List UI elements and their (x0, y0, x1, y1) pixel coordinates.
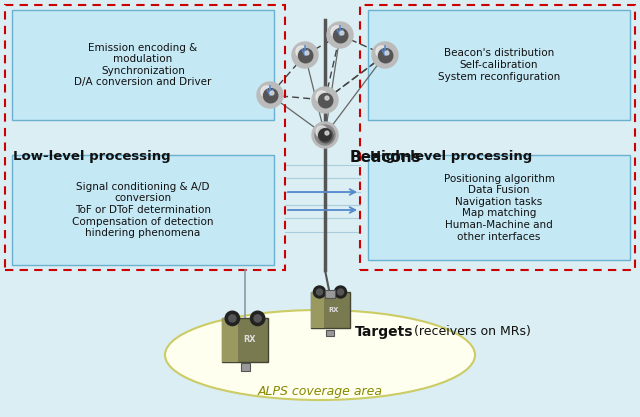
Circle shape (292, 42, 318, 68)
Bar (325, 290, 335, 298)
Circle shape (337, 289, 344, 295)
Text: ALPS coverage area: ALPS coverage area (257, 385, 383, 398)
Text: (receivers on MRs): (receivers on MRs) (410, 325, 531, 338)
Circle shape (261, 86, 273, 98)
Bar (310, 292, 324, 328)
Circle shape (340, 31, 344, 35)
Text: Beacons: Beacons (350, 150, 422, 165)
Circle shape (376, 46, 388, 58)
Circle shape (250, 311, 265, 326)
Bar (326, 329, 333, 336)
Circle shape (327, 22, 353, 48)
Circle shape (225, 311, 239, 326)
Bar (241, 363, 250, 371)
Circle shape (312, 122, 338, 148)
Circle shape (305, 51, 309, 55)
Bar (5, 5, 285, 270)
Circle shape (372, 42, 398, 68)
Bar (310, 292, 349, 328)
Circle shape (316, 126, 328, 138)
Text: Beacon's distribution
Self-calibration
System reconfiguration: Beacon's distribution Self-calibration S… (438, 48, 560, 82)
Circle shape (314, 286, 326, 298)
Circle shape (385, 51, 389, 55)
Circle shape (325, 131, 329, 135)
Circle shape (316, 91, 328, 103)
Circle shape (319, 129, 331, 141)
Text: Targets: Targets (355, 325, 413, 339)
Circle shape (333, 28, 348, 43)
Circle shape (316, 289, 323, 295)
Circle shape (378, 48, 393, 63)
Bar (221, 319, 238, 362)
FancyBboxPatch shape (12, 155, 274, 265)
Circle shape (315, 125, 335, 145)
Ellipse shape (165, 310, 475, 400)
Text: Emission encoding &
modulation
Synchronization
D/A conversion and Driver: Emission encoding & modulation Synchroni… (74, 43, 212, 88)
Text: Low-level processing: Low-level processing (13, 150, 171, 163)
Circle shape (228, 315, 236, 322)
Circle shape (335, 286, 346, 298)
Circle shape (270, 91, 274, 95)
Circle shape (257, 82, 283, 108)
Circle shape (325, 96, 329, 100)
Text: High-level processing: High-level processing (370, 150, 532, 163)
Circle shape (312, 87, 338, 113)
FancyBboxPatch shape (12, 10, 274, 120)
Bar (360, 5, 635, 270)
Circle shape (331, 26, 342, 38)
Text: RX: RX (243, 336, 256, 344)
Circle shape (319, 93, 333, 108)
Text: Positioning algorithm
Data Fusion
Navigation tasks
Map matching
Human-Machine an: Positioning algorithm Data Fusion Naviga… (444, 173, 554, 241)
Circle shape (264, 88, 278, 103)
FancyBboxPatch shape (368, 10, 630, 120)
Text: Signal conditioning & A/D
conversion
ToF or DToF determination
Compensation of d: Signal conditioning & A/D conversion ToF… (72, 182, 214, 238)
Circle shape (298, 48, 313, 63)
Text: RX: RX (329, 307, 339, 313)
Circle shape (319, 128, 333, 143)
FancyBboxPatch shape (368, 155, 630, 260)
Circle shape (296, 46, 308, 58)
Bar (221, 319, 268, 362)
Circle shape (254, 315, 261, 322)
